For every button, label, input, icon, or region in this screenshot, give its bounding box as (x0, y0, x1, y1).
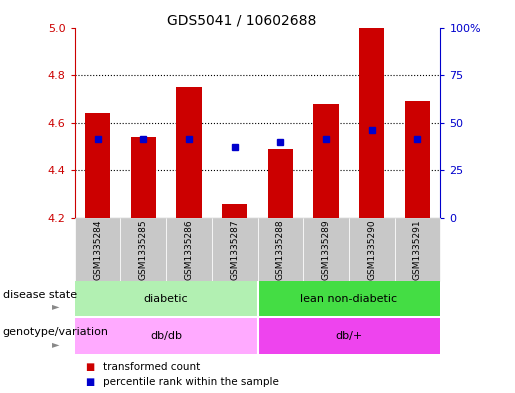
Text: disease state: disease state (3, 290, 77, 300)
Bar (75, 318, 258, 354)
Text: GSM1335291: GSM1335291 (413, 219, 422, 280)
Text: db/db: db/db (150, 331, 182, 341)
Bar (121, 218, 166, 281)
Text: percentile rank within the sample: percentile rank within the sample (103, 377, 279, 387)
Bar (222, 204, 247, 218)
Text: GSM1335285: GSM1335285 (139, 219, 148, 280)
Bar (359, 28, 384, 218)
Text: GSM1335288: GSM1335288 (276, 219, 285, 280)
Text: transformed count: transformed count (103, 362, 200, 373)
Text: ■: ■ (85, 362, 94, 373)
Text: GSM1335290: GSM1335290 (367, 219, 376, 280)
Text: diabetic: diabetic (144, 294, 188, 304)
Bar (349, 218, 394, 281)
Text: GSM1335284: GSM1335284 (93, 219, 102, 280)
Bar (268, 149, 293, 218)
Bar (85, 113, 110, 218)
Bar (405, 101, 430, 218)
Bar (314, 104, 339, 218)
Text: db/+: db/+ (335, 331, 363, 341)
Bar (75, 281, 258, 316)
Text: lean non-diabetic: lean non-diabetic (300, 294, 398, 304)
Bar (131, 137, 156, 218)
Text: GSM1335287: GSM1335287 (230, 219, 239, 280)
Bar (176, 87, 201, 218)
Bar (75, 218, 121, 281)
Bar (258, 318, 440, 354)
Text: GDS5041 / 10602688: GDS5041 / 10602688 (167, 14, 317, 28)
Bar (258, 281, 440, 316)
Bar (166, 218, 212, 281)
Text: ►: ► (52, 339, 59, 349)
Bar (212, 218, 258, 281)
Bar (258, 218, 303, 281)
Text: ■: ■ (85, 377, 94, 387)
Bar (394, 218, 440, 281)
Text: GSM1335286: GSM1335286 (184, 219, 194, 280)
Text: GSM1335289: GSM1335289 (321, 219, 331, 280)
Text: genotype/variation: genotype/variation (3, 327, 109, 337)
Text: ►: ► (52, 301, 59, 312)
Bar (303, 218, 349, 281)
